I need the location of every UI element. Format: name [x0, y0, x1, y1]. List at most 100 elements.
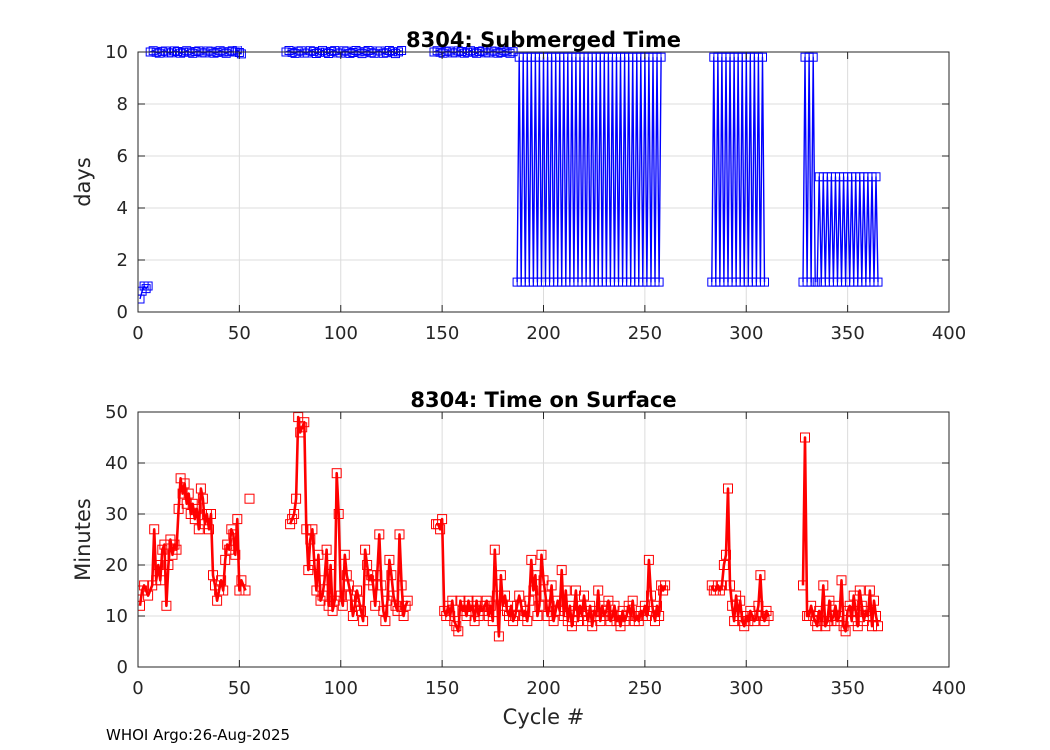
submerged-time-data-point: [188, 48, 198, 58]
submerged-time-data-point: [808, 52, 818, 62]
submerged-time-title: 8304: Submerged Time: [406, 28, 681, 52]
time-on-surface-data-point: [366, 570, 377, 581]
time-on-surface-data-point: [384, 554, 395, 565]
time-on-surface-data-point: [191, 503, 202, 514]
submerged-time-data-point: [490, 46, 500, 56]
time-on-surface-data-point: [506, 600, 517, 611]
time-on-surface-data-point: [193, 524, 204, 535]
time-on-surface-data-point: [660, 580, 671, 591]
time-on-surface-data-point: [542, 611, 553, 621]
time-on-surface-data-point: [315, 595, 326, 606]
time-on-surface-data-point: [871, 611, 881, 621]
submerged-time-data-point: [369, 48, 379, 58]
time-on-surface-data-point: [234, 585, 245, 596]
time-on-surface-data-point: [321, 544, 332, 555]
time-on-surface-data-point: [224, 544, 235, 555]
time-on-surface-data-point: [528, 585, 539, 596]
submerged-time-data-point: [381, 48, 391, 58]
submerged-time-xtick-label: 350: [830, 323, 864, 344]
time-on-surface-data-point: [177, 488, 188, 499]
submerged-time-data-point: [472, 48, 482, 58]
time-on-surface-data-point: [727, 600, 738, 611]
submerged-time-data-point: [167, 48, 176, 58]
time-on-surface-data-point: [869, 595, 879, 606]
time-on-surface-data-point: [548, 616, 559, 627]
time-on-surface-data-point: [540, 590, 551, 601]
time-on-surface-data-point: [356, 605, 366, 616]
submerged-time-data-point: [318, 46, 327, 55]
time-on-surface-data-point: [725, 580, 735, 591]
time-on-surface-data-point: [721, 549, 731, 560]
time-on-surface-data-point: [291, 493, 302, 504]
submerged-time-data-point: [308, 46, 318, 56]
time-on-surface-data-point: [579, 590, 589, 601]
time-on-surface-data-point: [485, 600, 496, 611]
time-on-surface-data-point: [232, 514, 243, 525]
time-on-surface-data-point: [301, 524, 312, 535]
submerged-time-data-point: [478, 46, 488, 56]
time-on-surface-data-point: [378, 605, 389, 616]
time-on-surface-data-point: [745, 605, 756, 616]
submerged-time-data-point: [324, 49, 334, 58]
time-on-surface-data-point: [285, 519, 296, 530]
submerged-time-data-point: [366, 48, 376, 58]
time-on-surface-data-point: [352, 585, 362, 596]
time-on-surface-chart: 0 50 100 150 200 250 300 350 400 0 10 20 30 40 50 8304…: [71, 388, 966, 729]
time-on-surface-data-point: [149, 524, 160, 535]
time-on-surface-data-point: [487, 616, 498, 627]
time-on-surface-data-point: [240, 585, 251, 596]
submerged-time-data-point: [453, 46, 463, 56]
time-on-surface-data-point: [400, 600, 411, 611]
time-on-surface-data-point: [489, 544, 500, 555]
time-on-surface-data-point: [299, 417, 310, 428]
time-on-surface-data-point: [195, 483, 206, 494]
submerged-time-ytick-label: 4: [117, 198, 128, 219]
submerged-time-ylabel: days: [71, 157, 95, 207]
time-on-surface-data-point: [824, 595, 835, 606]
time-on-surface-data-point: [568, 605, 579, 616]
time-on-surface-data-point: [396, 580, 407, 591]
time-on-surface-data-point: [846, 616, 857, 627]
submerged-time-data-point: [758, 52, 767, 62]
submerged-time-xtick-label: 150: [425, 323, 459, 344]
time-on-surface-data-point: [453, 626, 464, 637]
time-on-surface-data-point: [159, 539, 170, 550]
time-on-surface-data-point: [319, 575, 330, 586]
time-on-surface-data-point: [402, 595, 413, 606]
time-on-surface-ticks: 0 50 100 150 200 250 300 350 400 0 10 20 30 40 50: [105, 402, 966, 699]
time-on-surface-data-point: [218, 585, 229, 596]
time-on-surface-data-point: [838, 621, 849, 632]
time-on-surface-data-point: [862, 611, 873, 621]
submerged-time-data-point: [484, 48, 494, 58]
time-on-surface-plot: [138, 412, 883, 642]
time-on-surface-data-point: [392, 605, 403, 616]
time-on-surface-data-point: [138, 600, 145, 611]
time-on-surface-data-point: [530, 570, 541, 581]
time-on-surface-data-point: [514, 590, 525, 601]
time-on-surface-data-point: [848, 590, 859, 601]
time-on-surface-data-point: [157, 544, 168, 555]
submerged-time-ytick-label: 8: [117, 94, 128, 115]
time-on-surface-data-point: [714, 585, 725, 596]
time-on-surface-data-point: [331, 468, 342, 479]
time-on-surface-series-line: [288, 415, 409, 623]
time-on-surface-data-point: [390, 600, 401, 611]
submerged-time-data-point: [194, 46, 204, 56]
time-on-surface-data-point: [368, 580, 379, 591]
submerged-time-data-point: [459, 48, 469, 58]
submerged-time-ytick-label: 0: [117, 302, 128, 323]
time-on-surface-data-point: [763, 611, 774, 621]
submerged-time-xtick-label: 400: [932, 323, 966, 344]
time-on-surface-data-point: [354, 595, 364, 606]
submerged-time-data-point: [206, 46, 216, 56]
submerged-time-data-point: [330, 46, 340, 56]
time-on-surface-data-point: [560, 585, 571, 596]
time-on-surface-ylabel: Minutes: [71, 498, 95, 581]
submerged-time-data-point: [182, 46, 192, 56]
time-on-surface-data-point: [652, 600, 662, 611]
time-on-surface-data-point: [360, 544, 371, 555]
time-on-surface-data-point: [510, 611, 521, 621]
submerged-time-data-point: [363, 46, 373, 55]
submerged-time-data-point: [444, 46, 454, 56]
time-on-surface-series-line: [138, 476, 247, 608]
